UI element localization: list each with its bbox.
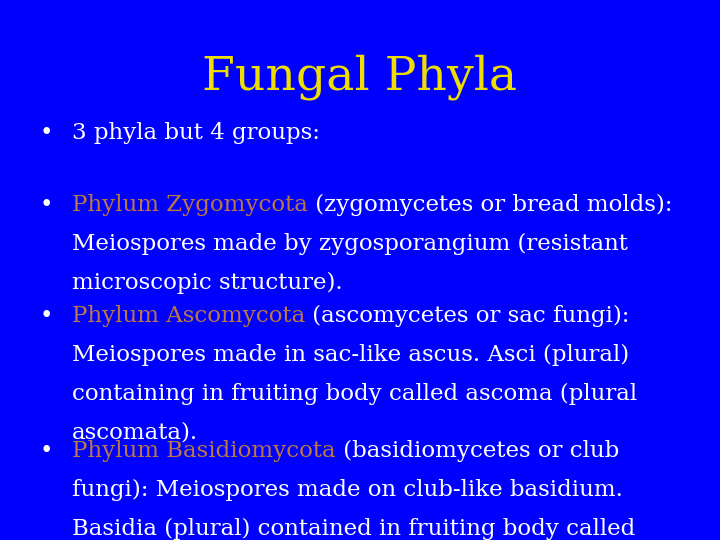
Text: Phylum Ascomycota: Phylum Ascomycota	[72, 305, 305, 327]
Text: •: •	[40, 440, 53, 462]
Text: 3 phyla but 4 groups:: 3 phyla but 4 groups:	[72, 122, 320, 144]
Text: •: •	[40, 305, 53, 327]
Text: •: •	[40, 122, 53, 144]
Text: Phylum Basidiomycota: Phylum Basidiomycota	[72, 440, 336, 462]
Text: fungi): Meiospores made on club-like basidium.: fungi): Meiospores made on club-like bas…	[72, 479, 623, 501]
Text: Basidia (plural) contained in fruiting body called: Basidia (plural) contained in fruiting b…	[72, 518, 635, 540]
Text: ascomata).: ascomata).	[72, 422, 198, 444]
Text: (ascomycetes or sac fungi):: (ascomycetes or sac fungi):	[305, 305, 630, 327]
Text: containing in fruiting body called ascoma (plural: containing in fruiting body called ascom…	[72, 383, 637, 405]
Text: Fungal Phyla: Fungal Phyla	[202, 54, 518, 100]
Text: Phylum Zygomycota: Phylum Zygomycota	[72, 194, 308, 217]
Text: Meiospores made in sac-like ascus. Asci (plural): Meiospores made in sac-like ascus. Asci …	[72, 344, 629, 366]
Text: •: •	[40, 194, 53, 217]
Text: (zygomycetes or bread molds):: (zygomycetes or bread molds):	[308, 194, 672, 217]
Text: Meiospores made by zygosporangium (resistant: Meiospores made by zygosporangium (resis…	[72, 233, 628, 255]
Text: (basidiomycetes or club: (basidiomycetes or club	[336, 440, 619, 462]
Text: microscopic structure).: microscopic structure).	[72, 272, 343, 294]
